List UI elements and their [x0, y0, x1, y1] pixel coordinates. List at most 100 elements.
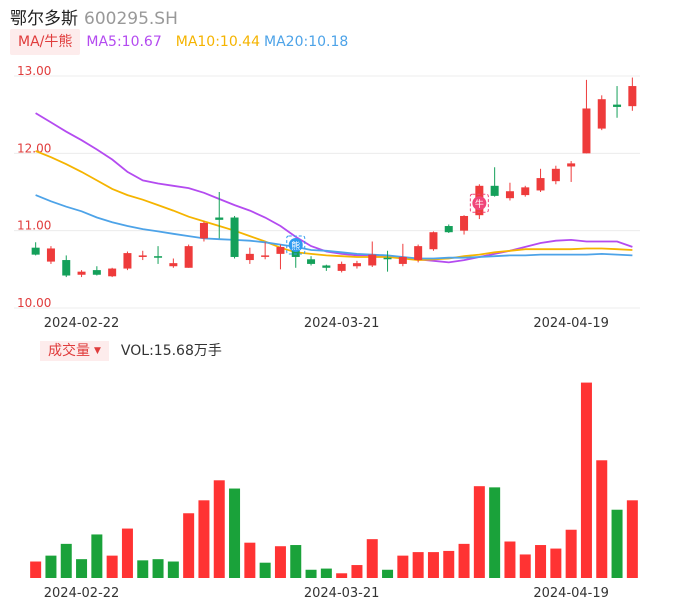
volume-indicator-dropdown[interactable]: 成交量 ▼ — [40, 341, 109, 361]
volume-bar — [565, 529, 577, 578]
volume-bar — [382, 569, 394, 578]
ma-indicator-toggle[interactable]: MA/牛熊 — [10, 29, 81, 55]
candle-body — [582, 108, 591, 154]
candle-body — [245, 253, 254, 261]
candle-body — [551, 168, 560, 182]
candle-body — [215, 217, 224, 220]
candle-body — [536, 178, 545, 191]
volume-bar — [60, 543, 72, 578]
bear-icon — [288, 237, 303, 252]
x-tick-label: 2024-03-21 — [304, 586, 380, 601]
volume-bar — [519, 554, 531, 578]
volume-bar — [351, 565, 363, 578]
bull-icon-frame — [469, 193, 489, 213]
volume-bar — [121, 528, 133, 578]
volume-bar — [213, 480, 225, 578]
volume-bar — [91, 534, 103, 578]
candle-body — [46, 248, 55, 262]
candle-body — [597, 99, 606, 129]
x-tick-label: 2024-04-19 — [533, 586, 609, 601]
ma-line-ma20 — [35, 194, 633, 260]
candle-body — [169, 263, 178, 267]
volume-bar — [443, 550, 455, 578]
volume-bar — [290, 545, 302, 578]
candle-body — [337, 263, 346, 271]
volume-bar — [76, 559, 88, 578]
volume-bar — [229, 488, 241, 578]
candle-body — [368, 254, 377, 266]
x-tick-label: 2024-03-21 — [304, 316, 380, 331]
volume-bar — [45, 555, 57, 578]
candle-body — [352, 263, 361, 267]
candle-body — [291, 249, 300, 257]
volume-bar — [596, 460, 608, 578]
candle-body — [383, 257, 392, 260]
volume-bar — [580, 382, 592, 578]
candle-body — [567, 163, 576, 167]
candle-body — [230, 217, 239, 257]
ma10-value: MA10:10.44 — [175, 34, 261, 50]
volume-bar — [504, 541, 516, 578]
candle-body — [414, 246, 423, 261]
candle-body — [398, 256, 407, 264]
volume-bar — [183, 513, 195, 578]
candle-body — [199, 222, 208, 239]
candle-body — [490, 185, 499, 196]
candle-body — [444, 226, 453, 233]
ma20-value: MA20:10.18 — [264, 34, 349, 50]
candle-body — [322, 265, 331, 268]
y-tick-label: 10.00 — [17, 296, 51, 310]
x-tick-label: 2024-04-19 — [533, 316, 609, 331]
bull-icon — [472, 196, 487, 211]
volume-bar — [320, 568, 332, 578]
candle-body — [62, 260, 71, 276]
candle-body — [108, 268, 117, 277]
candle-body — [92, 270, 101, 275]
volume-bar — [473, 486, 485, 578]
candle-body — [77, 271, 86, 275]
volume-bar — [489, 487, 501, 578]
stock-code: 600295.SH — [84, 9, 178, 29]
y-tick-label: 12.00 — [17, 141, 51, 155]
volume-legend: 成交量 ▼ VOL:15.68万手 — [40, 341, 222, 361]
volume-bar — [626, 500, 638, 578]
candle-body — [154, 256, 163, 258]
ma-line-ma5 — [35, 112, 633, 264]
bear-icon-frame — [286, 235, 306, 255]
volume-value: VOL:15.68万手 — [120, 343, 222, 359]
volume-bar — [137, 560, 149, 578]
volume-bar — [152, 559, 164, 578]
volume-bar — [412, 552, 424, 578]
volume-bar — [198, 500, 210, 578]
candle-body — [521, 187, 530, 196]
volume-bar — [458, 543, 470, 578]
bull-icon-label: 牛 — [475, 198, 484, 210]
volume-bar — [550, 548, 562, 578]
volume-bar — [611, 509, 623, 578]
volume-bar — [305, 569, 317, 578]
y-tick-label: 13.00 — [17, 64, 51, 78]
candle-body — [123, 253, 132, 269]
volume-indicator-label: 成交量 — [48, 343, 90, 359]
candle-body — [276, 246, 285, 254]
x-tick-label: 2024-02-22 — [44, 316, 120, 331]
volume-bar — [106, 555, 118, 578]
volume-bar — [167, 561, 179, 578]
candle-body — [628, 86, 637, 107]
candle-body — [261, 255, 270, 257]
stock-name: 鄂尔多斯 — [10, 9, 78, 29]
volume-bar — [30, 561, 42, 578]
stock-header: 鄂尔多斯 600295.SH — [10, 4, 178, 29]
ma5-value: MA5:10.67 — [86, 34, 162, 50]
ma-line-ma10 — [35, 150, 633, 262]
volume-bar — [427, 552, 439, 578]
triangle-down-icon: ▼ — [94, 346, 101, 356]
bear-icon-label: 熊 — [291, 240, 300, 252]
volume-bar — [397, 555, 409, 578]
candle-body — [429, 232, 438, 250]
volume-bar — [336, 573, 348, 578]
x-tick-label: 2024-02-22 — [44, 586, 120, 601]
candle-body — [307, 259, 316, 264]
candle-body — [613, 104, 622, 107]
